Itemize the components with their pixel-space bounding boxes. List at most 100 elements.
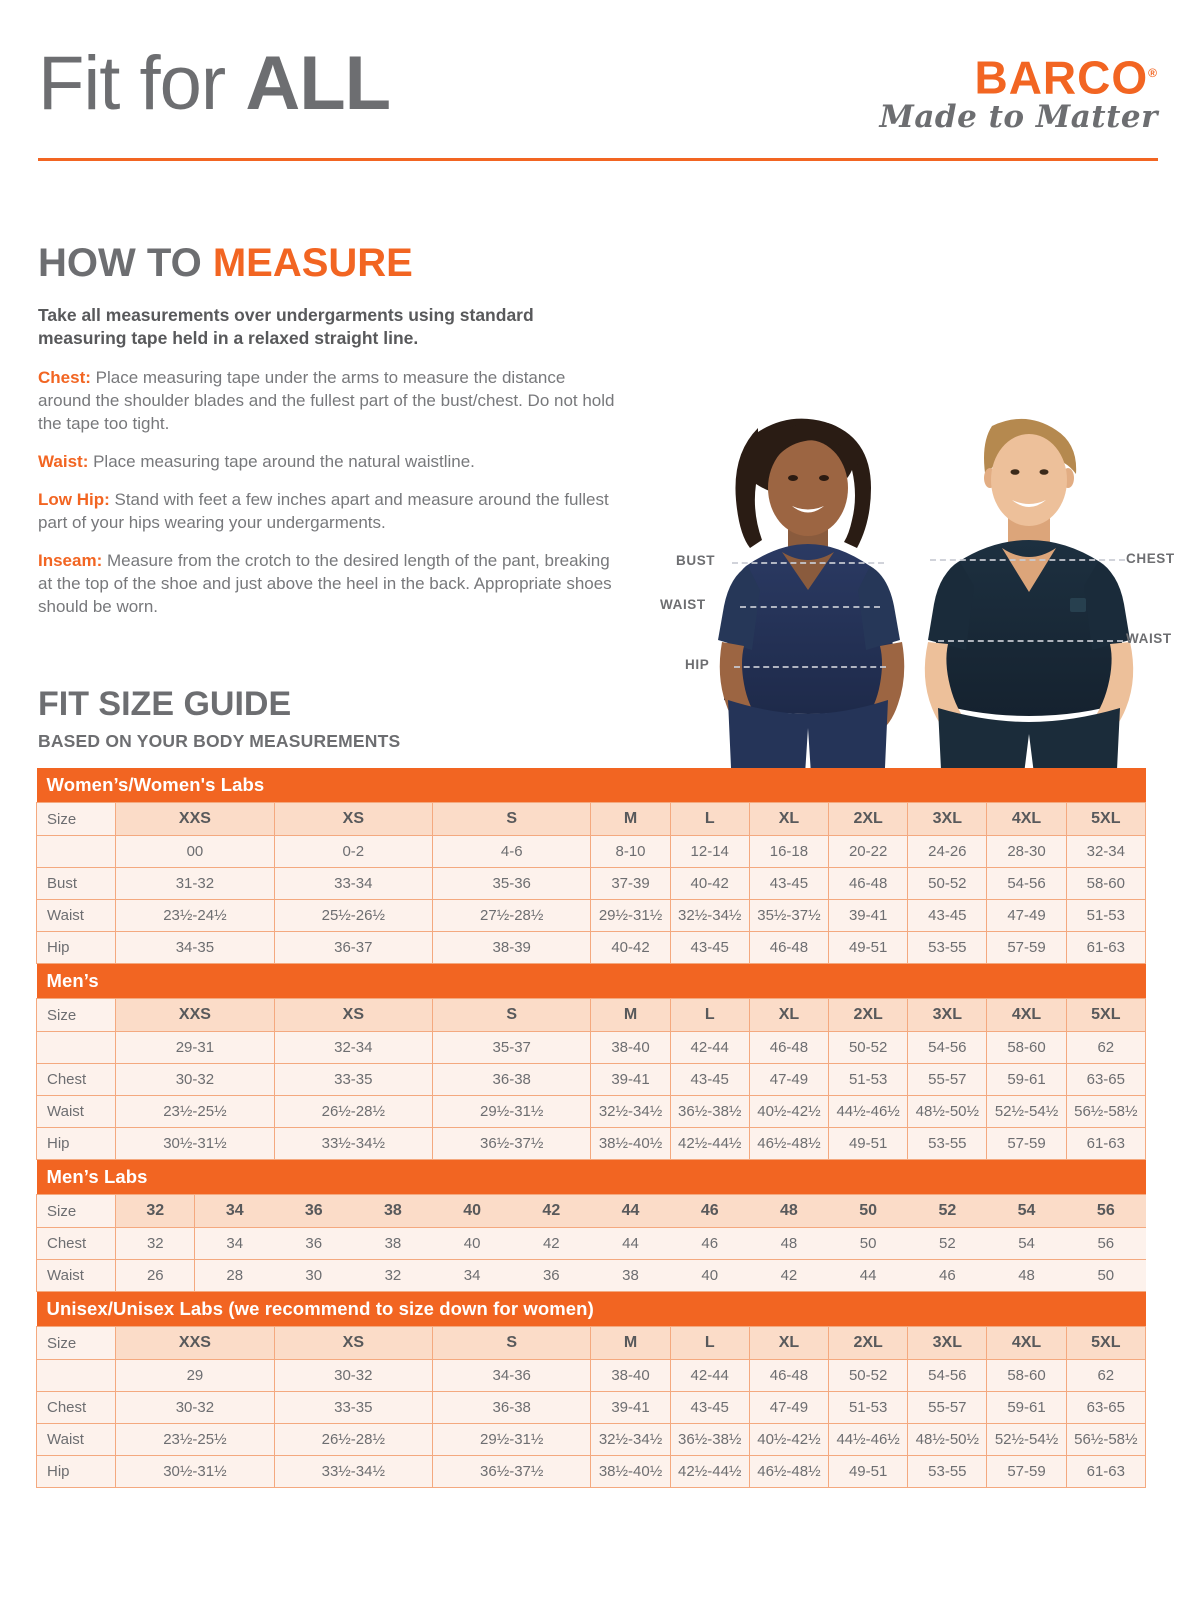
size-header-cell: S bbox=[432, 1326, 592, 1360]
size-header-cell: 54 bbox=[986, 1194, 1067, 1228]
row-label: Chest bbox=[35, 1227, 117, 1260]
size-header-cell: 40 bbox=[432, 1194, 512, 1228]
numeric-size-cell: 62 bbox=[1065, 1359, 1147, 1392]
measurement-cell: 46 bbox=[907, 1259, 987, 1292]
measurement-cell: 38-39 bbox=[432, 931, 592, 964]
measurement-cell: 33-35 bbox=[273, 1063, 434, 1096]
measurement-cell: 51-53 bbox=[828, 1391, 909, 1424]
measurement-cell: 25½-26½ bbox=[273, 899, 434, 932]
measurement-cell: 38½-40½ bbox=[590, 1127, 671, 1160]
numeric-size-cell: 29 bbox=[115, 1359, 275, 1392]
measurement-cell: 52 bbox=[907, 1227, 987, 1260]
measure-lead-text: Take all measurements over undergarments… bbox=[38, 305, 534, 348]
measure-item-inseam-text: Measure from the crotch to the desired l… bbox=[38, 551, 612, 616]
measurement-cell: 55-57 bbox=[907, 1063, 988, 1096]
numeric-size-cell: 62 bbox=[1065, 1031, 1147, 1064]
size-header-cell: 5XL bbox=[1065, 998, 1147, 1032]
size-header-cell: 32 bbox=[115, 1194, 196, 1228]
measure-item-waist: Waist: Place measuring tape around the n… bbox=[38, 450, 618, 473]
size-header-cell: 42 bbox=[511, 1194, 591, 1228]
measurement-cell: 33-34 bbox=[273, 867, 434, 900]
fit-size-guide-heading: FIT SIZE GUIDE bbox=[38, 685, 292, 723]
table-row: Chest 30-32 33-35 36-38 39-41 43-45 47-49 51-53… bbox=[35, 1391, 1147, 1424]
measurement-cell: 23½-25½ bbox=[115, 1095, 275, 1128]
measurement-cell: 36-38 bbox=[432, 1063, 592, 1096]
measurement-cell: 50-52 bbox=[907, 867, 988, 900]
size-header-cell: 4XL bbox=[986, 1326, 1067, 1360]
size-header-cell: 2XL bbox=[828, 998, 909, 1032]
numeric-size-cell: 58-60 bbox=[986, 1359, 1067, 1392]
numeric-size-cell: 0-2 bbox=[273, 835, 434, 868]
measurement-cell: 32½-34½ bbox=[669, 899, 750, 932]
measurement-cell: 32 bbox=[353, 1259, 433, 1292]
table-section-title: Women’s/Women's Labs bbox=[36, 768, 1146, 803]
measurement-cell: 57-59 bbox=[986, 1127, 1067, 1160]
row-label: Chest bbox=[35, 1391, 117, 1424]
table-size-header-row: Size XXS XS S M L XL 2XL 3XL 4XL 5XL bbox=[35, 1326, 1147, 1360]
table-row: Waist 23½-25½ 26½-28½ 29½-31½ 32½-34½ 36½-38½… bbox=[35, 1423, 1147, 1456]
size-header-cell: 56 bbox=[1066, 1194, 1146, 1228]
measurement-cell: 40½-42½ bbox=[748, 1095, 830, 1128]
page-title-light: Fit for bbox=[38, 41, 246, 126]
row-label: Waist bbox=[35, 899, 117, 932]
measurement-cell: 36 bbox=[511, 1259, 591, 1292]
measurement-cell: 29½-31½ bbox=[432, 1095, 592, 1128]
page-title-bold: ALL bbox=[245, 41, 391, 126]
table-numeric-size-row: 00 0-2 4-6 8-10 12-14 16-18 20-22 24-26 28-30 32-… bbox=[35, 835, 1147, 868]
size-header-cell: XL bbox=[748, 802, 830, 836]
female-model bbox=[718, 418, 905, 790]
measurement-cell: 33½-34½ bbox=[273, 1455, 434, 1488]
measurement-cell: 36-38 bbox=[432, 1391, 592, 1424]
measurement-cell: 32½-34½ bbox=[590, 1423, 671, 1456]
measure-item-waist-label: Waist: bbox=[38, 452, 89, 471]
measurement-cell: 53-55 bbox=[907, 931, 988, 964]
fit-size-guide-header: FIT SIZE GUIDE BASED ON YOUR BODY MEASUR… bbox=[38, 684, 400, 752]
row-label: Size bbox=[35, 1326, 117, 1360]
row-label bbox=[35, 1359, 117, 1392]
measurement-cell: 30½-31½ bbox=[115, 1455, 275, 1488]
numeric-size-cell: 42-44 bbox=[669, 1031, 750, 1064]
measurement-cell: 36½-38½ bbox=[669, 1423, 750, 1456]
measurement-cell: 49-51 bbox=[828, 1127, 909, 1160]
numeric-size-cell: 24-26 bbox=[907, 835, 988, 868]
numeric-size-cell: 32-34 bbox=[273, 1031, 434, 1064]
measurement-cell: 27½-28½ bbox=[432, 899, 592, 932]
numeric-size-cell: 30-32 bbox=[273, 1359, 434, 1392]
measurement-cell: 44½-46½ bbox=[828, 1423, 909, 1456]
measurement-cell: 63-65 bbox=[1065, 1391, 1147, 1424]
label-bust: BUST bbox=[676, 553, 716, 568]
size-header-cell: 3XL bbox=[907, 802, 988, 836]
row-label: Waist bbox=[35, 1423, 117, 1456]
size-header-cell: M bbox=[590, 998, 671, 1032]
registered-trademark-icon: ® bbox=[1148, 66, 1158, 80]
size-header-cell: XS bbox=[273, 802, 434, 836]
numeric-size-cell: 50-52 bbox=[828, 1031, 909, 1064]
measure-item-chest: Chest: Place measuring tape under the ar… bbox=[38, 366, 618, 435]
measurement-cell: 33-35 bbox=[273, 1391, 434, 1424]
measurement-cell: 50 bbox=[828, 1227, 908, 1260]
measurement-cell: 36½-37½ bbox=[432, 1455, 592, 1488]
measurement-cell: 56½-58½ bbox=[1065, 1095, 1147, 1128]
measurement-cell: 50 bbox=[1066, 1259, 1146, 1292]
table-row: Waist 26 28 30 32 34 36 38 40 42 44 46 48 50 bbox=[35, 1259, 1146, 1292]
table-row: Hip 30½-31½ 33½-34½ 36½-37½ 38½-40½ 42½-44½ 46… bbox=[35, 1455, 1147, 1488]
measurement-cell: 42½-44½ bbox=[669, 1455, 750, 1488]
measurement-cell: 44 bbox=[590, 1227, 671, 1260]
row-label: Hip bbox=[35, 1455, 117, 1488]
measurement-cell: 58-60 bbox=[1065, 867, 1147, 900]
size-header-cell: 44 bbox=[590, 1194, 671, 1228]
measurement-cell: 53-55 bbox=[907, 1455, 988, 1488]
measurement-cell: 40½-42½ bbox=[748, 1423, 830, 1456]
measurement-cell: 40 bbox=[432, 1227, 512, 1260]
measurement-cell: 38 bbox=[353, 1227, 433, 1260]
numeric-size-cell: 58-60 bbox=[986, 1031, 1067, 1064]
measurement-cell: 52½-54½ bbox=[986, 1095, 1067, 1128]
measure-item-chest-label: Chest: bbox=[38, 368, 91, 387]
numeric-size-cell: 34-36 bbox=[432, 1359, 592, 1392]
measurement-cell: 51-53 bbox=[1065, 899, 1147, 932]
page-header: Fit for ALL BARCO® Made to Matter bbox=[0, 0, 1200, 162]
measurement-cell: 44 bbox=[828, 1259, 908, 1292]
barco-wordmark-text: BARCO bbox=[974, 51, 1149, 104]
numeric-size-cell: 28-30 bbox=[986, 835, 1067, 868]
measurement-cell: 46½-48½ bbox=[748, 1127, 830, 1160]
